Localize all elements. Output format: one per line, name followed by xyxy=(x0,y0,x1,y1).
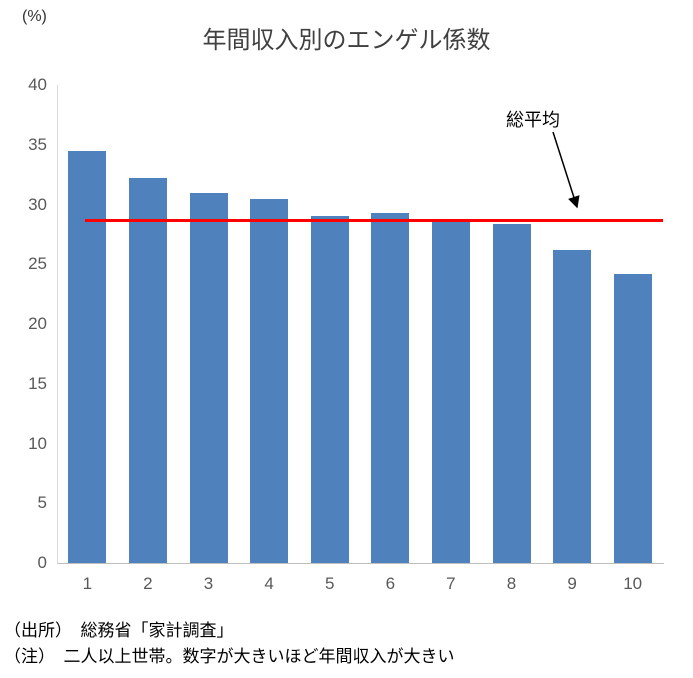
y-axis-tick-label: 40 xyxy=(28,75,47,94)
bar xyxy=(128,178,167,563)
bar xyxy=(371,212,410,563)
chart-title: 年間収入別のエンゲル係数 xyxy=(202,27,491,54)
bar xyxy=(250,198,289,563)
x-axis-tick-label: 4 xyxy=(264,574,274,593)
x-axis-tick-label: 1 xyxy=(82,574,93,593)
x-axis-tick-label: 9 xyxy=(567,574,577,593)
x-axis-tick-label: 6 xyxy=(385,574,396,593)
bar xyxy=(68,150,107,563)
y-axis-tick-label: 5 xyxy=(37,493,47,513)
bar xyxy=(553,249,592,563)
bar xyxy=(431,218,470,563)
source-note: （出所） 総務省「家計調査」 xyxy=(4,621,234,641)
x-axis-tick-label: 3 xyxy=(203,574,214,593)
plot-area xyxy=(57,85,664,564)
bar xyxy=(189,192,228,563)
bar xyxy=(310,216,349,563)
average-line xyxy=(85,219,663,223)
x-axis-tick-label: 2 xyxy=(143,574,153,593)
footnote: （注） 二人以上世帯。数字が大きいほど年間収入が大きい xyxy=(4,647,455,667)
y-axis-tick-label: 15 xyxy=(28,373,47,393)
y-axis-tick-label: 30 xyxy=(28,194,47,214)
y-axis-unit-label: (%) xyxy=(22,8,47,25)
bar xyxy=(613,273,652,563)
average-annotation-label: 総平均 xyxy=(506,110,560,130)
x-axis-tick-label: 8 xyxy=(506,574,517,593)
y-axis-tick-label: 25 xyxy=(28,254,47,274)
x-axis-tick-label: 10 xyxy=(623,574,643,593)
y-axis-tick-label: 20 xyxy=(28,314,47,333)
y-axis-tick-label: 10 xyxy=(28,433,47,453)
y-axis-tick-label: 35 xyxy=(28,134,47,154)
x-axis-tick-label: 7 xyxy=(446,574,456,593)
x-axis-tick-label: 5 xyxy=(324,574,335,593)
bar xyxy=(492,223,531,563)
y-axis-tick-label: 0 xyxy=(37,553,47,572)
